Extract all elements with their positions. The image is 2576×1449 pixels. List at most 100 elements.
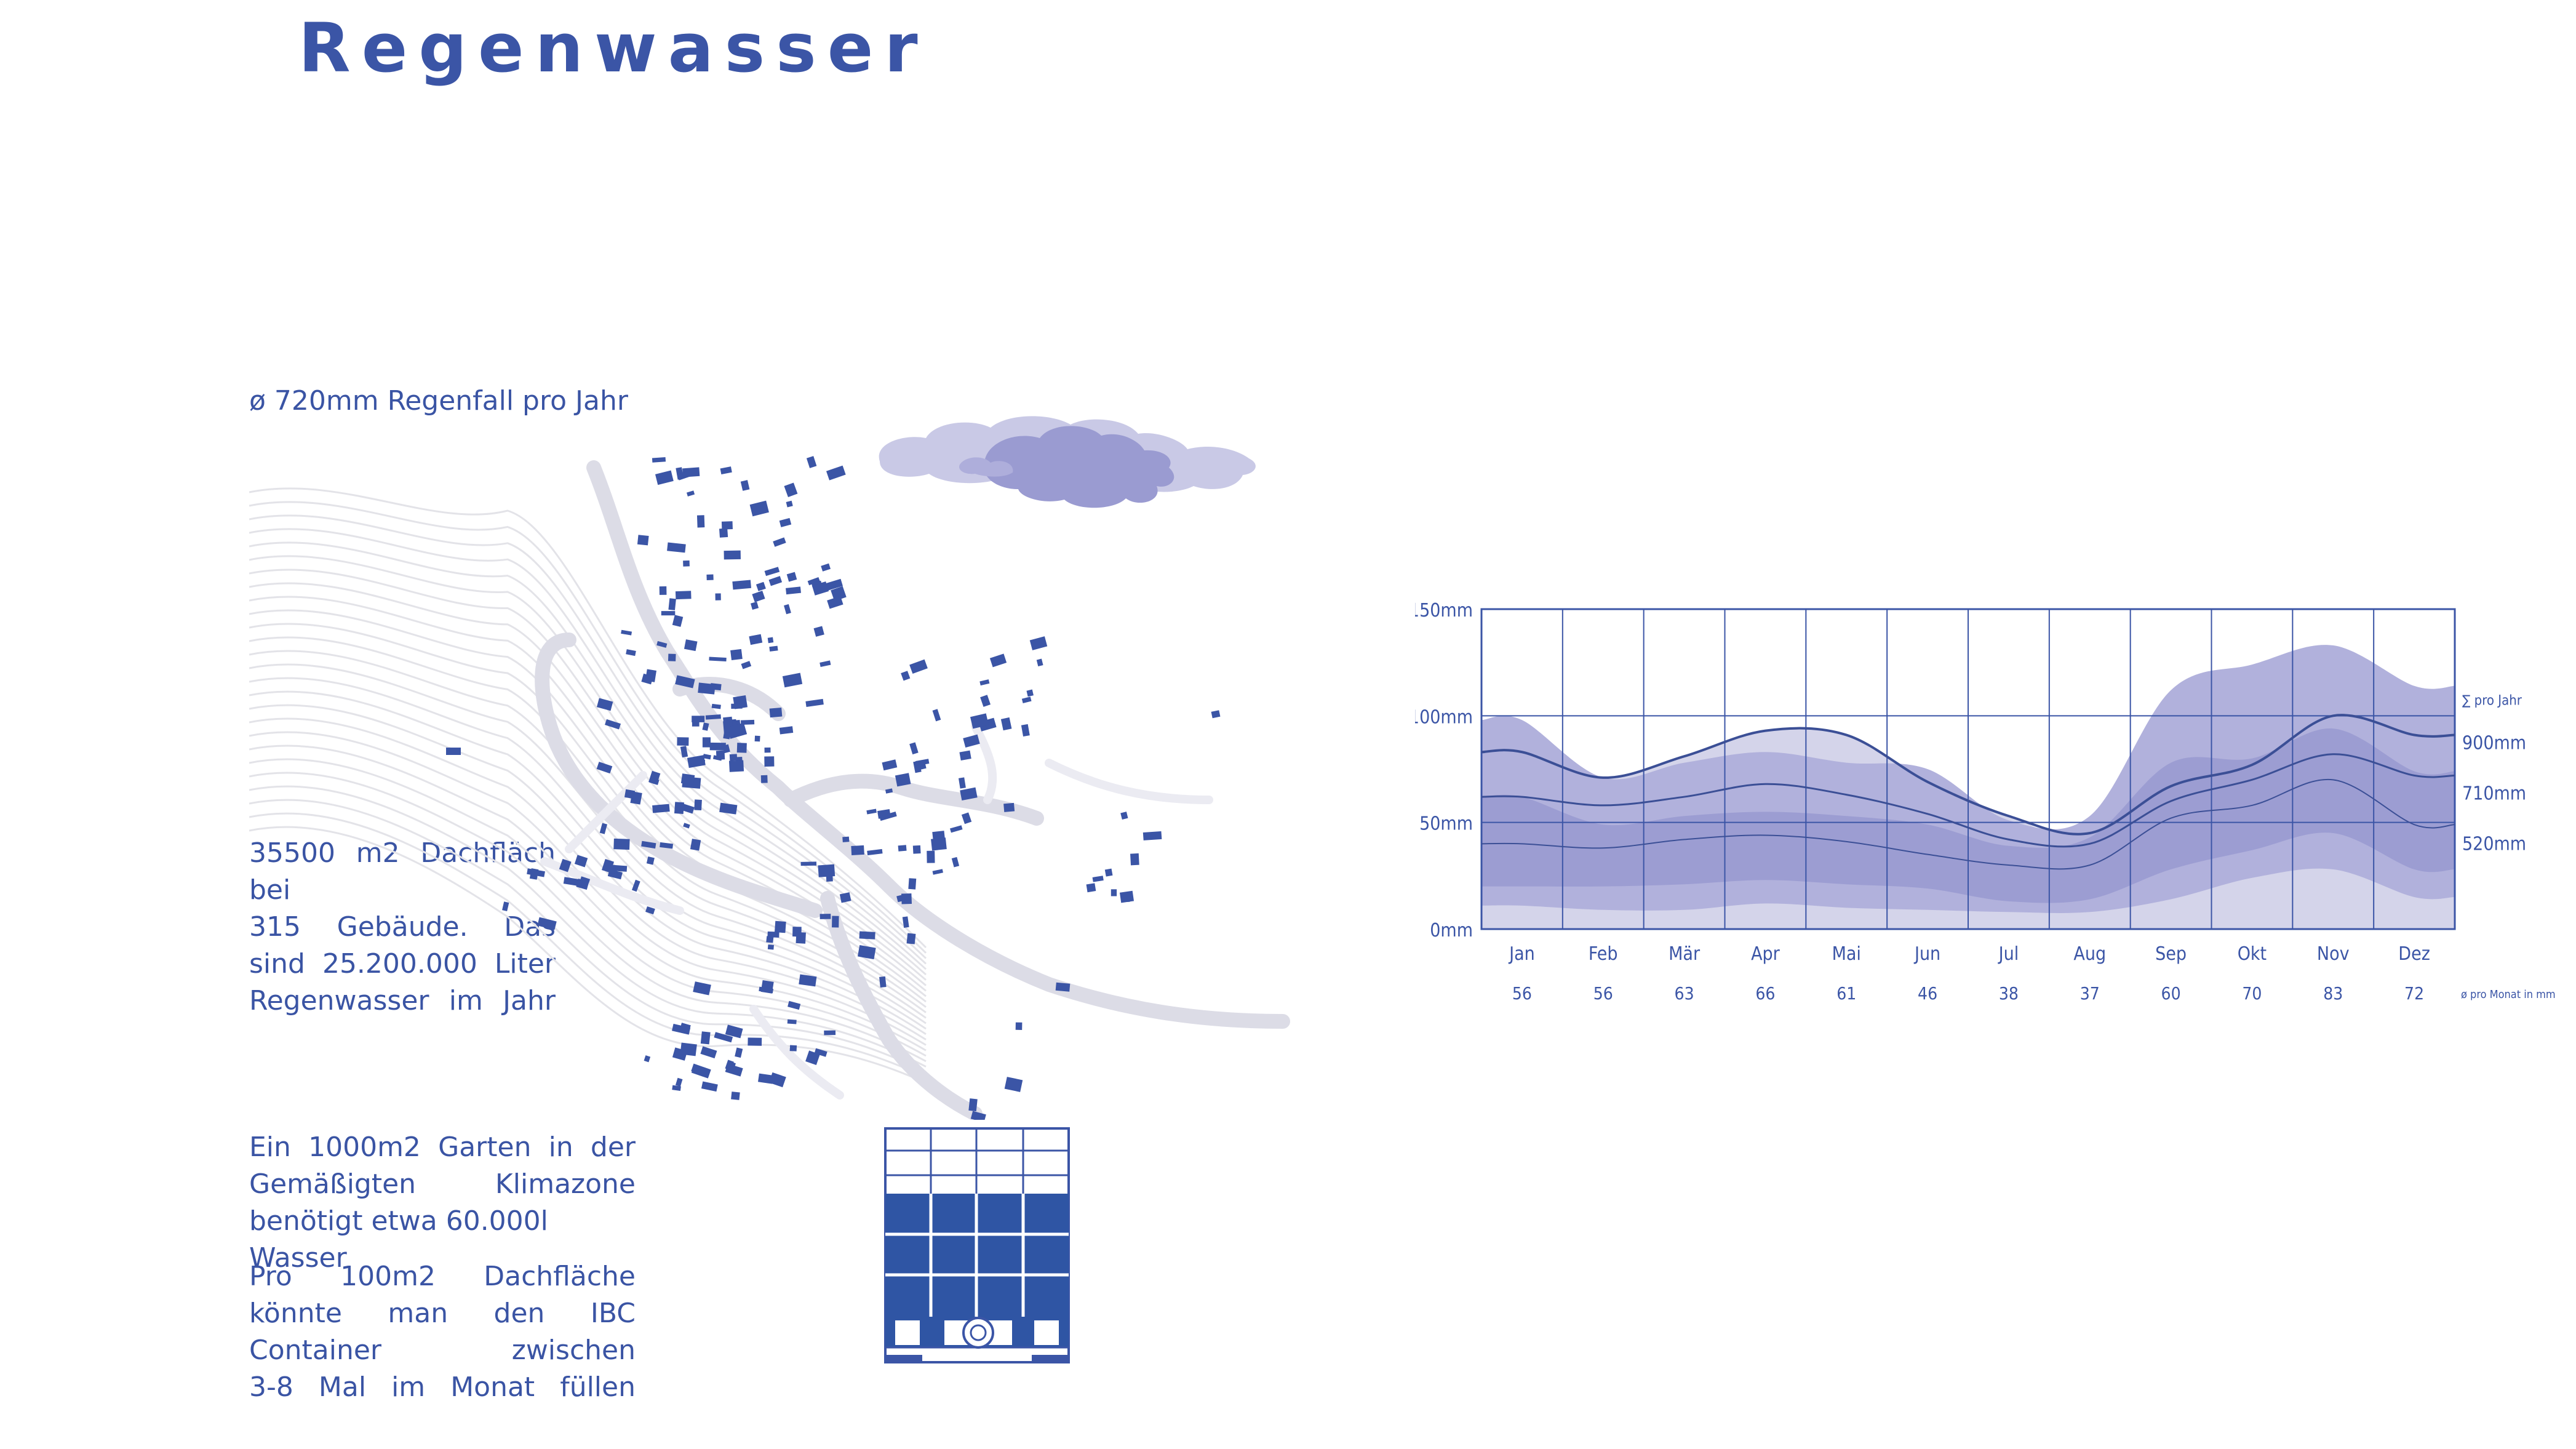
building bbox=[631, 879, 640, 892]
building bbox=[687, 755, 706, 768]
building bbox=[641, 673, 653, 685]
building bbox=[751, 601, 759, 610]
building bbox=[660, 842, 674, 849]
building bbox=[741, 661, 752, 669]
building bbox=[851, 845, 864, 855]
building bbox=[723, 716, 733, 728]
building bbox=[675, 675, 695, 689]
building bbox=[752, 591, 765, 602]
contour-line bbox=[249, 704, 927, 1036]
building bbox=[724, 550, 741, 560]
building bbox=[690, 839, 701, 851]
contour-line bbox=[249, 785, 927, 1068]
contour-line bbox=[249, 758, 927, 1057]
series-label: 520mm bbox=[2462, 833, 2526, 855]
monthly-avg-caption: ø pro Monat in mm bbox=[2461, 988, 2556, 1001]
building bbox=[760, 775, 768, 783]
x-tick-label: Sep bbox=[2155, 943, 2187, 965]
text-line: 3-8 Mal im Monat füllen bbox=[249, 1371, 636, 1403]
building bbox=[732, 580, 752, 590]
contour-line bbox=[249, 812, 927, 1079]
building bbox=[656, 641, 668, 648]
building bbox=[805, 1050, 820, 1065]
building bbox=[784, 482, 798, 497]
building bbox=[709, 657, 727, 661]
x-tick-label: Jun bbox=[1913, 943, 1940, 965]
building bbox=[687, 490, 695, 497]
y-tick-label: 50mm bbox=[1419, 813, 1473, 835]
contour-line bbox=[249, 731, 927, 1046]
building bbox=[701, 1081, 718, 1092]
building bbox=[1029, 636, 1048, 650]
building bbox=[789, 1045, 797, 1052]
building bbox=[826, 875, 833, 882]
building bbox=[719, 528, 728, 538]
monthly-avg-label: 70 bbox=[2242, 983, 2262, 1004]
ibc-text: Pro 100m2 Dachfläche könnte man den IBC … bbox=[249, 1258, 636, 1406]
x-tick-label: Nov bbox=[2317, 943, 2350, 965]
building bbox=[927, 850, 935, 863]
building bbox=[932, 709, 941, 722]
series-line-710mm bbox=[1481, 753, 2455, 848]
building bbox=[645, 906, 655, 915]
building bbox=[736, 743, 747, 753]
contour-line bbox=[249, 690, 927, 1030]
building bbox=[626, 649, 636, 657]
building bbox=[1111, 889, 1117, 896]
building bbox=[859, 931, 875, 940]
building bbox=[979, 679, 990, 686]
building bbox=[705, 714, 721, 720]
building bbox=[821, 563, 831, 572]
building bbox=[725, 1024, 743, 1039]
building bbox=[963, 734, 980, 748]
building bbox=[970, 713, 989, 729]
building bbox=[637, 535, 649, 546]
building bbox=[684, 639, 698, 652]
building bbox=[1003, 802, 1015, 812]
y-tick-label: 100mm bbox=[1415, 706, 1473, 728]
building bbox=[1000, 717, 1012, 731]
building bbox=[819, 914, 831, 919]
building bbox=[672, 1085, 681, 1091]
building bbox=[719, 802, 738, 815]
text-line: Gemäßigten Klimazone bbox=[249, 1168, 636, 1200]
building bbox=[901, 671, 911, 681]
garden-text: Ein 1000m2 Garten in der Gemäßigten Klim… bbox=[249, 1129, 636, 1277]
monthly-avg-label: 38 bbox=[1999, 983, 2019, 1004]
building bbox=[748, 1037, 762, 1046]
building bbox=[649, 777, 660, 785]
building bbox=[1120, 812, 1128, 820]
building bbox=[968, 1098, 978, 1112]
building bbox=[908, 878, 917, 890]
x-tick-label: Apr bbox=[1751, 943, 1780, 965]
monthly-avg-label: 72 bbox=[2404, 983, 2424, 1004]
building bbox=[679, 1023, 691, 1034]
building bbox=[764, 567, 780, 577]
contour-line bbox=[249, 799, 927, 1073]
x-tick-label: Aug bbox=[2073, 943, 2106, 965]
building bbox=[959, 750, 971, 760]
building bbox=[866, 808, 877, 815]
cloud-icon bbox=[879, 416, 1256, 508]
annual-caption: ∑ pro Jahr bbox=[2462, 693, 2522, 708]
series-line-520mm bbox=[1481, 778, 2455, 870]
building bbox=[646, 856, 655, 865]
building bbox=[961, 812, 972, 824]
building bbox=[814, 1048, 827, 1057]
building bbox=[563, 877, 583, 887]
building bbox=[764, 747, 771, 753]
building bbox=[668, 598, 676, 610]
building bbox=[715, 593, 721, 601]
building bbox=[730, 649, 743, 661]
building bbox=[839, 892, 851, 903]
x-tick-label: Jul bbox=[1998, 943, 2019, 965]
building bbox=[702, 737, 711, 748]
building bbox=[827, 596, 843, 609]
x-tick-label: Okt bbox=[2238, 943, 2267, 965]
building bbox=[824, 578, 843, 591]
building bbox=[502, 901, 509, 911]
building bbox=[768, 576, 783, 586]
building bbox=[1026, 689, 1034, 697]
building bbox=[786, 586, 801, 595]
building bbox=[680, 773, 695, 785]
